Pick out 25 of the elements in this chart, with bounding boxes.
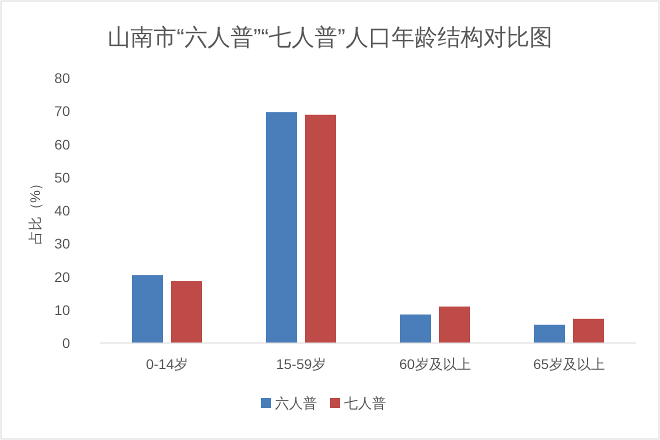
bar xyxy=(305,114,336,343)
y-tick-label: 40 xyxy=(54,202,70,218)
bar xyxy=(171,281,202,343)
y-tick-label: 80 xyxy=(54,70,70,86)
bar xyxy=(400,314,431,343)
x-tick-label: 15-59岁 xyxy=(276,356,326,372)
y-tick-label: 30 xyxy=(54,236,70,252)
bar xyxy=(439,306,470,343)
x-tick-label: 0-14岁 xyxy=(146,356,188,372)
y-axis-title: 占比（%） xyxy=(27,176,43,245)
y-tick-label: 0 xyxy=(62,335,70,351)
x-tick-label: 60岁及以上 xyxy=(399,356,471,372)
bar xyxy=(573,318,604,343)
bar xyxy=(132,275,163,343)
y-tick-label: 50 xyxy=(54,169,70,186)
bar xyxy=(266,112,297,343)
y-tick-label: 10 xyxy=(54,302,70,318)
y-tick-label: 20 xyxy=(54,268,70,285)
x-tick-label: 65岁及以上 xyxy=(533,356,605,372)
bar xyxy=(534,324,565,343)
legend-label: 六人普 xyxy=(275,395,317,411)
y-tick-label: 70 xyxy=(54,103,70,120)
y-tick-label: 60 xyxy=(54,136,70,152)
chart-title: 山南市“六人普”“七人普”人口年龄结构对比图 xyxy=(108,24,552,50)
legend-label: 七人普 xyxy=(344,395,386,411)
